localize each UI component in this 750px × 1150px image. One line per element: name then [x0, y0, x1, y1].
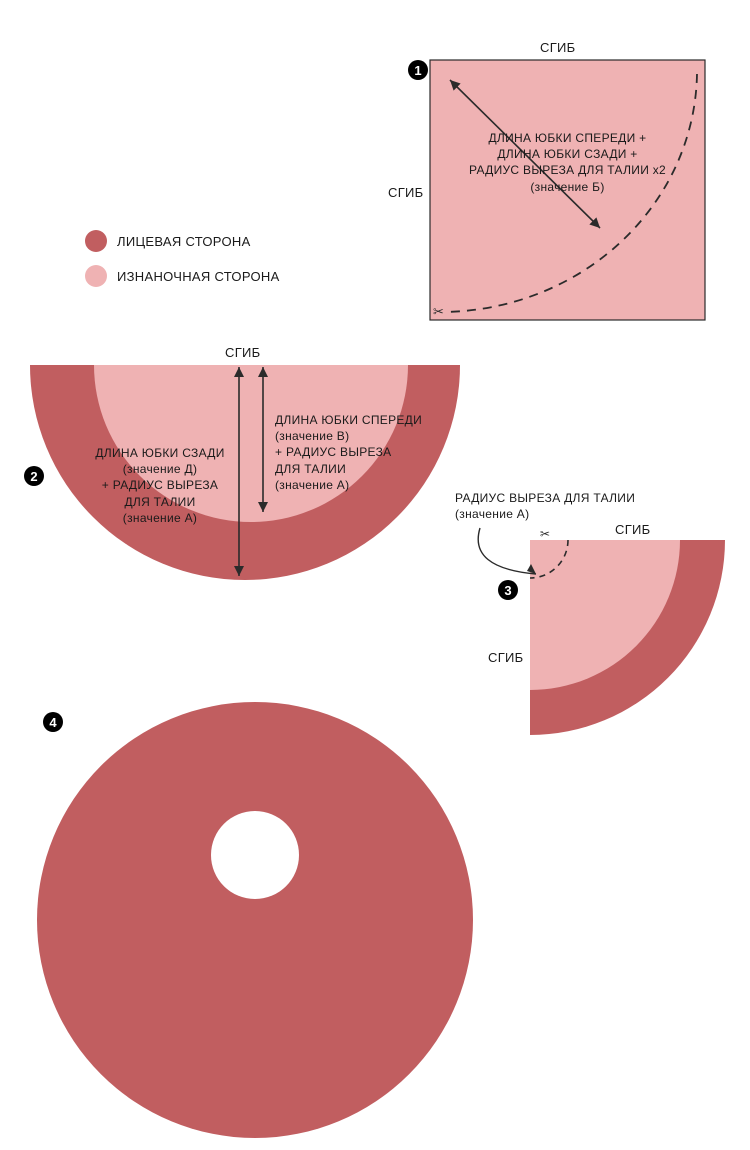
- step1-l2: ДЛИНА ЮБКИ СЗАДИ +: [497, 147, 637, 161]
- step1-number: 1: [414, 63, 421, 78]
- legend-back-swatch: [85, 265, 107, 287]
- legend-front-swatch: [85, 230, 107, 252]
- legend-front-label: ЛИЦЕВАЯ СТОРОНА: [117, 234, 251, 249]
- step2-left-text: ДЛИНА ЮБКИ СЗАДИ (значение Д) + РАДИУС В…: [80, 445, 240, 526]
- step2-r-l2: (значение В): [275, 429, 349, 443]
- step1-l3: РАДИУС ВЫРЕЗА ДЛЯ ТАЛИИ x2: [469, 163, 666, 177]
- step1-text: ДЛИНА ЮБКИ СПЕРЕДИ + ДЛИНА ЮБКИ СЗАДИ + …: [450, 130, 685, 195]
- svg-text:✂: ✂: [540, 527, 550, 541]
- svg-text:✂: ✂: [433, 304, 444, 319]
- step2-r-l3: + РАДИУС ВЫРЕЗА: [275, 445, 391, 459]
- legend-back-label: ИЗНАНОЧНАЯ СТОРОНА: [117, 269, 280, 284]
- step3-caption: РАДИУС ВЫРЕЗА ДЛЯ ТАЛИИ (значение А): [455, 490, 675, 522]
- step1-badge: 1: [408, 60, 428, 80]
- step2-r-l5: (значение А): [275, 478, 349, 492]
- step3-c-l1: РАДИУС ВЫРЕЗА ДЛЯ ТАЛИИ: [455, 491, 635, 505]
- step3-fold-left: СГИБ: [488, 650, 524, 665]
- step2-r-l1: ДЛИНА ЮБКИ СПЕРЕДИ: [275, 413, 422, 427]
- step2-number: 2: [30, 469, 37, 484]
- step2-r-l4: ДЛЯ ТАЛИИ: [275, 462, 346, 476]
- step2-fold-top: СГИБ: [225, 345, 261, 360]
- step2-l-l5: (значение А): [123, 511, 197, 525]
- step1-l1: ДЛИНА ЮБКИ СПЕРЕДИ +: [489, 131, 647, 145]
- step3-c-l2: (значение А): [455, 507, 529, 521]
- step2-badge: 2: [24, 466, 44, 486]
- step2-l-l4: ДЛЯ ТАЛИИ: [124, 495, 195, 509]
- step3-number: 3: [504, 583, 511, 598]
- step4-number: 4: [49, 715, 56, 730]
- step1-l4: (значение Б): [530, 180, 604, 194]
- step2-right-text: ДЛИНА ЮБКИ СПЕРЕДИ (значение В) + РАДИУС…: [275, 412, 440, 493]
- step3-fold-top: СГИБ: [615, 522, 651, 537]
- step4-badge: 4: [43, 712, 63, 732]
- step1-fold-left: СГИБ: [388, 185, 424, 200]
- legend-back-row: ИЗНАНОЧНАЯ СТОРОНА: [85, 265, 280, 287]
- step2-l-l3: + РАДИУС ВЫРЕЗА: [102, 478, 218, 492]
- legend-front-row: ЛИЦЕВАЯ СТОРОНА: [85, 230, 251, 252]
- step1-fold-top: СГИБ: [540, 40, 576, 55]
- step2-l-l2: (значение Д): [123, 462, 198, 476]
- step3-badge: 3: [498, 580, 518, 600]
- step2-l-l1: ДЛИНА ЮБКИ СЗАДИ: [95, 446, 224, 460]
